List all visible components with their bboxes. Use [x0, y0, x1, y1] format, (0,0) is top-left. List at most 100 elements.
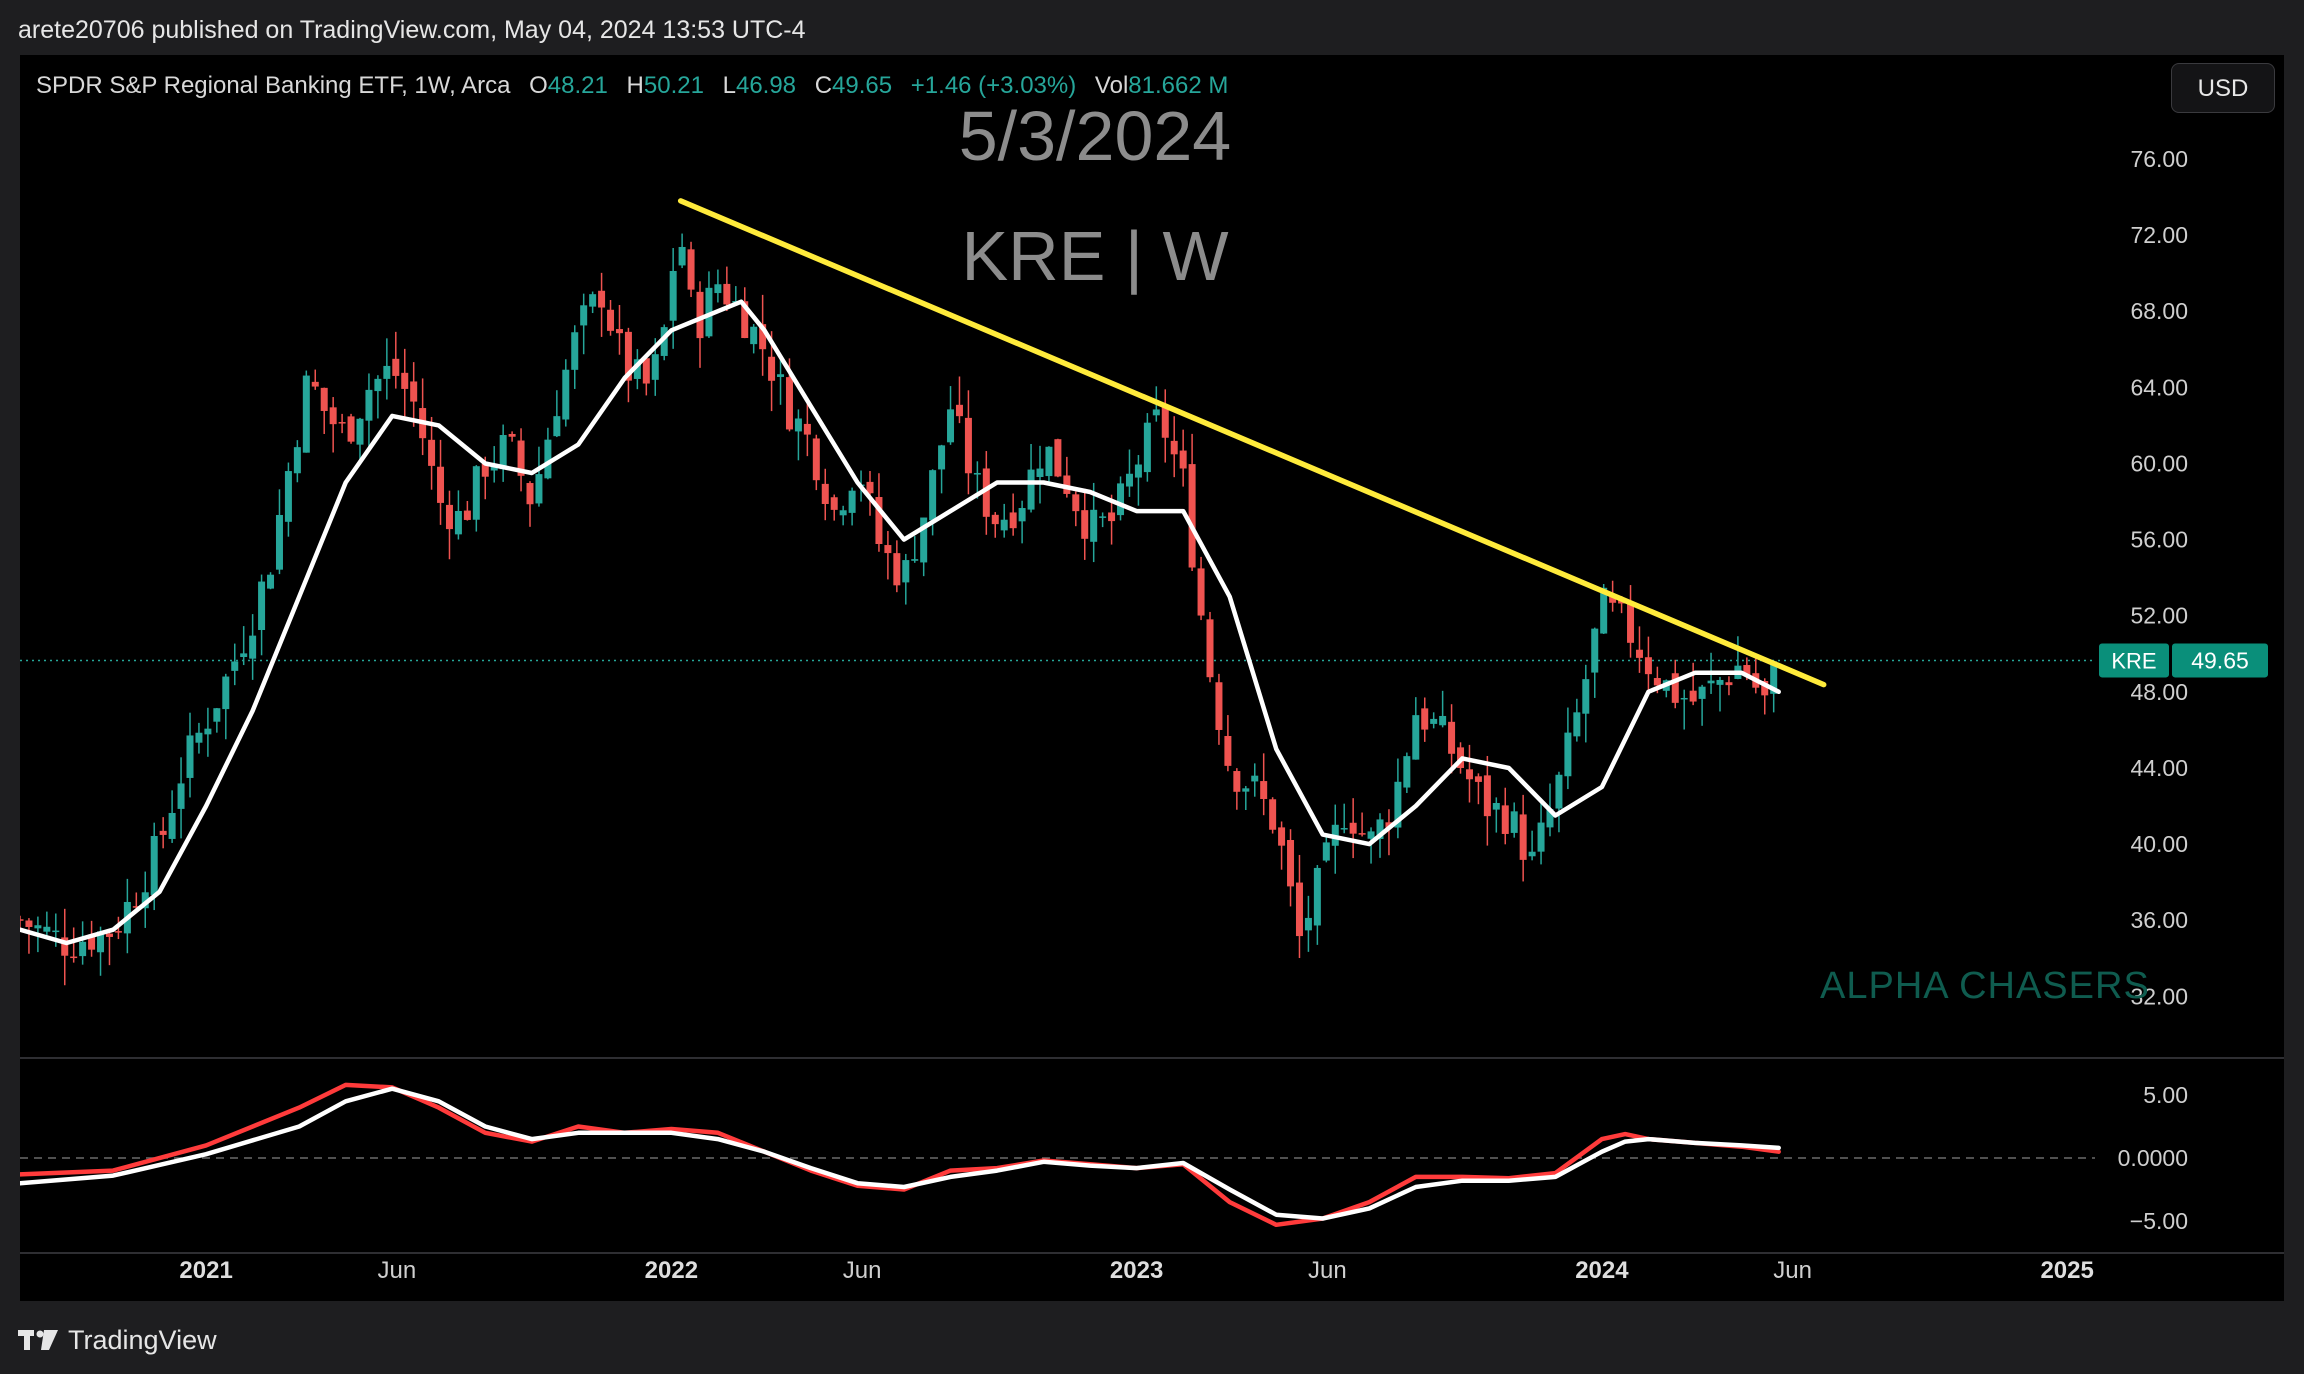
currency-button[interactable]: USD: [2171, 63, 2275, 113]
candle-body: [1412, 715, 1420, 760]
candle-body: [61, 937, 69, 956]
candle-body: [132, 906, 140, 908]
candle-body: [964, 417, 972, 474]
candle-body: [1707, 680, 1715, 684]
close-label: C: [814, 72, 833, 99]
candle-body: [1304, 917, 1312, 931]
candle-body: [1295, 882, 1303, 937]
candle-body: [1573, 712, 1581, 737]
candle-body: [1501, 805, 1509, 834]
price-badge-value: 49.65: [2191, 647, 2249, 673]
candle-body: [723, 283, 731, 305]
candle-body: [195, 732, 203, 743]
candle-body: [275, 514, 283, 570]
candle-body: [472, 466, 480, 520]
candle-body: [714, 284, 722, 294]
volume-label: Vol: [1094, 72, 1129, 99]
candle-body: [938, 445, 946, 470]
candle-body: [284, 471, 292, 522]
candle-body: [1349, 822, 1357, 834]
candle-body: [267, 574, 275, 589]
candle-body: [1421, 708, 1429, 730]
candle-body: [1564, 732, 1572, 777]
candle-body: [1555, 774, 1563, 809]
candle-body: [1233, 771, 1241, 792]
candle-body: [1537, 822, 1545, 852]
candle-body: [1063, 475, 1071, 494]
candle-body: [1474, 776, 1482, 782]
x-tick-label: 2025: [2040, 1257, 2093, 1284]
y-tick-label: 60.00: [2130, 450, 2188, 476]
candle-body: [777, 374, 785, 377]
candle-body: [1322, 842, 1330, 861]
candle-body: [159, 830, 167, 835]
candle-body: [454, 510, 462, 535]
candle-body: [105, 933, 113, 937]
ticker-annotation: KRE | W: [961, 217, 1229, 295]
candle-body: [803, 423, 811, 435]
chart-frame[interactable]: 76.00 72.00 68.00 64.00 60.00 56.00 52.00 48.00…: [20, 55, 2284, 1301]
candle-body: [1546, 809, 1554, 828]
candle-body: [1045, 446, 1053, 477]
candle-body: [392, 358, 400, 376]
candle-body: [1018, 508, 1026, 522]
candle-body: [249, 635, 257, 659]
candle-body: [750, 326, 758, 345]
candle-body: [1313, 867, 1321, 926]
candle-body: [1278, 827, 1286, 846]
change-value: +1.46 (+3.03%): [910, 72, 1077, 99]
candle-body: [1152, 409, 1160, 416]
candle-body: [669, 270, 677, 321]
candles-group: [20, 233, 1778, 986]
volume-value: 81.662 M: [1128, 72, 1229, 99]
candle-body: [1036, 468, 1044, 478]
y-tick-label: 44.00: [2130, 755, 2188, 781]
candle-body: [1358, 833, 1366, 835]
candle-body: [1376, 819, 1384, 839]
oscillator-y-tick-label: 0.0000: [2118, 1145, 2188, 1171]
candle-body: [687, 249, 695, 290]
candle-body: [428, 439, 436, 466]
candle-body: [445, 504, 453, 530]
candle-body: [768, 356, 776, 381]
moving-average-line: [20, 299, 1781, 946]
candle-body: [633, 359, 641, 379]
candle-body: [1403, 756, 1411, 788]
price-chart[interactable]: 76.00 72.00 68.00 64.00 60.00 56.00 52.00 48.00…: [20, 55, 2284, 1301]
footer[interactable]: TradingView: [18, 1318, 217, 1362]
candle-body: [302, 375, 310, 453]
candle-body: [88, 934, 96, 950]
candle-body: [1483, 775, 1491, 817]
candle-body: [759, 324, 767, 350]
candle-body: [1367, 831, 1375, 839]
high-value: 50.21: [643, 72, 704, 99]
symbol-legend: SPDR S&P Regional Banking ETF, 1W, Arca …: [36, 68, 1240, 104]
candle-body: [553, 416, 561, 437]
candle-body: [642, 358, 650, 384]
candle-body: [562, 369, 570, 420]
candle-body: [1081, 510, 1089, 539]
candle-body: [481, 463, 489, 477]
candle-body: [320, 387, 328, 411]
candle-body: [589, 294, 597, 307]
candle-body: [651, 354, 659, 380]
candle-body: [1269, 799, 1277, 830]
candle-body: [329, 407, 337, 425]
candle-body: [893, 553, 901, 586]
symbol-name: SPDR S&P Regional Banking ETF, 1W, Arca: [36, 72, 511, 99]
candle-body: [1635, 649, 1643, 658]
price-badge-symbol-bg: [2099, 643, 2169, 678]
candle-body: [821, 483, 829, 504]
oscillator-y-tick-label: 5.00: [2143, 1082, 2188, 1108]
date-annotation: 5/3/2024: [958, 97, 1232, 175]
candle-body: [955, 404, 963, 417]
high-label: H: [626, 72, 644, 99]
candle-body: [1161, 406, 1169, 438]
oscillator-main-line: [20, 1086, 1781, 1221]
candle-body: [52, 930, 60, 933]
x-tick-label: 2024: [1575, 1257, 1629, 1284]
candle-body: [1027, 469, 1035, 510]
candle-body: [902, 560, 910, 583]
resistance-trendline[interactable]: [677, 198, 1827, 688]
candle-body: [615, 329, 623, 334]
